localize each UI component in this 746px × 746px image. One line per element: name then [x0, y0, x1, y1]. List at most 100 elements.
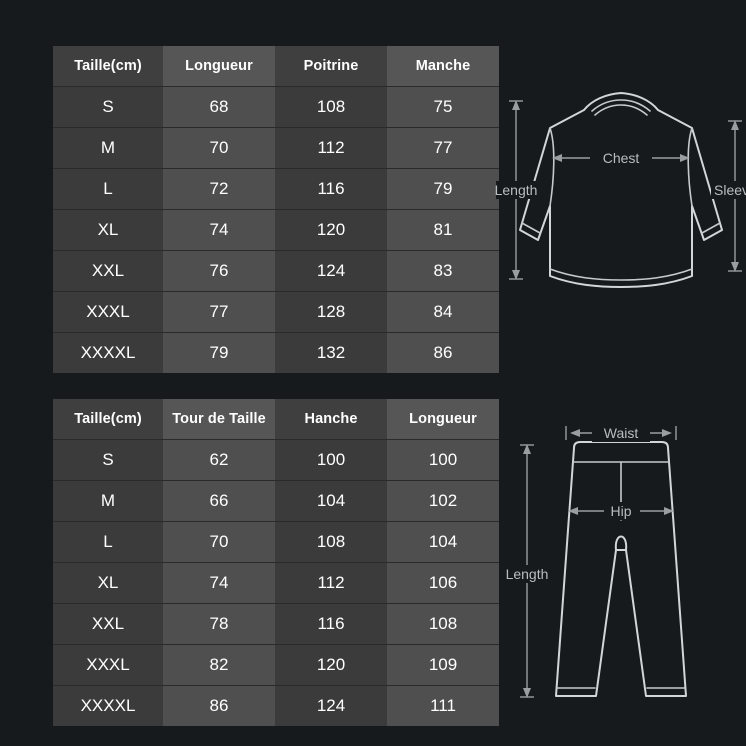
cell-size: XL [53, 209, 163, 251]
shirt-hem-band [549, 268, 693, 281]
cell-length: 68 [163, 86, 275, 128]
cell-sleeve: 77 [387, 127, 499, 169]
column-header-chest: Poitrine [275, 46, 387, 87]
cell-size: S [53, 439, 163, 481]
waist-label: Waist [604, 425, 639, 441]
cell-chest: 120 [275, 209, 387, 251]
column-header-size: Taille(cm) [53, 399, 163, 440]
shirt-body-outline [519, 92, 723, 288]
cell-sleeve: 86 [387, 332, 499, 373]
table-row: XXXL 77 128 84 [53, 291, 499, 333]
shirt-left-shoulder-seam [549, 127, 555, 207]
cell-size: XXXXL [53, 332, 163, 373]
chest-label: Chest [603, 150, 640, 166]
sleeve-dimension: Sleeve [711, 120, 746, 272]
table-row: M 66 104 102 [53, 480, 499, 522]
cell-chest: 132 [275, 332, 387, 373]
cell-size: XXXL [53, 291, 163, 333]
hip-label: Hip [610, 503, 631, 519]
cell-sleeve: 83 [387, 250, 499, 292]
table-row: XL 74 112 106 [53, 562, 499, 604]
table-header-row: Taille(cm) Longueur Poitrine Manche [53, 46, 499, 87]
cell-length: 72 [163, 168, 275, 210]
cell-size: XXL [53, 250, 163, 292]
cell-chest: 124 [275, 250, 387, 292]
shirt-collar-inner-icon [594, 104, 648, 116]
shirt-left-cuff [521, 222, 541, 234]
cell-sleeve: 75 [387, 86, 499, 128]
cell-hip: 100 [275, 439, 387, 481]
cell-waist: 82 [163, 644, 275, 686]
table-row: S 68 108 75 [53, 86, 499, 128]
shirt-size-table: Taille(cm) Longueur Poitrine Manche S 68… [53, 46, 499, 373]
cell-hip: 112 [275, 562, 387, 604]
cell-size: XXL [53, 603, 163, 645]
cell-length: 70 [163, 127, 275, 169]
table-row: XL 74 120 81 [53, 209, 499, 251]
table-row: XXL 76 124 83 [53, 250, 499, 292]
cell-chest: 112 [275, 127, 387, 169]
pants-length-dimension: Length [504, 444, 550, 698]
column-header-size: Taille(cm) [53, 46, 163, 87]
cell-size: M [53, 127, 163, 169]
waist-dimension: Waist [565, 424, 677, 442]
cell-size: XL [53, 562, 163, 604]
cell-waist: 66 [163, 480, 275, 522]
table-row: S 62 100 100 [53, 439, 499, 481]
cell-length: 111 [387, 685, 499, 726]
cell-length: 77 [163, 291, 275, 333]
table-row: XXXXL 86 124 111 [53, 685, 499, 726]
cell-size: XXXXL [53, 685, 163, 726]
table-row: XXXXL 79 132 86 [53, 332, 499, 373]
shirt-right-shoulder-seam [687, 127, 693, 207]
cell-sleeve: 81 [387, 209, 499, 251]
cell-hip: 104 [275, 480, 387, 522]
pants-size-table: Taille(cm) Tour de Taille Hanche Longueu… [53, 399, 499, 726]
pants-length-label: Length [506, 566, 549, 582]
table-row: L 72 116 79 [53, 168, 499, 210]
pants-crotch [614, 535, 628, 551]
cell-length: 104 [387, 521, 499, 563]
cell-size: S [53, 86, 163, 128]
cell-length: 100 [387, 439, 499, 481]
cell-hip: 124 [275, 685, 387, 726]
cell-length: 108 [387, 603, 499, 645]
cell-hip: 116 [275, 603, 387, 645]
pants-illustration: Waist Hip Length [504, 424, 687, 698]
cell-chest: 116 [275, 168, 387, 210]
cell-hip: 120 [275, 644, 387, 686]
cell-chest: 108 [275, 86, 387, 128]
table-header-row: Taille(cm) Tour de Taille Hanche Longueu… [53, 399, 499, 440]
table-row: L 70 108 104 [53, 521, 499, 563]
long-sleeve-shirt-illustration: Length Chest Sleeve [495, 92, 746, 288]
cell-waist: 86 [163, 685, 275, 726]
column-header-sleeve: Manche [387, 46, 499, 87]
column-header-length: Longueur [387, 399, 499, 440]
cell-waist: 62 [163, 439, 275, 481]
shirt-right-cuff [701, 222, 721, 234]
cell-waist: 74 [163, 562, 275, 604]
column-header-length: Longueur [163, 46, 275, 87]
cell-chest: 128 [275, 291, 387, 333]
cell-length: 79 [163, 332, 275, 373]
cell-waist: 70 [163, 521, 275, 563]
column-header-waist: Tour de Taille [163, 399, 275, 440]
length-label: Length [495, 182, 538, 198]
length-dimension: Length [495, 100, 538, 280]
table-row: M 70 112 77 [53, 127, 499, 169]
cell-sleeve: 79 [387, 168, 499, 210]
cell-size: M [53, 480, 163, 522]
shirt-collar-icon [591, 99, 651, 112]
cell-waist: 78 [163, 603, 275, 645]
cell-size: L [53, 521, 163, 563]
hip-dimension: Hip [568, 502, 674, 520]
table-row: XXXL 82 120 109 [53, 644, 499, 686]
cell-length: 109 [387, 644, 499, 686]
sleeve-label: Sleeve [714, 182, 746, 198]
cell-length: 76 [163, 250, 275, 292]
cell-size: L [53, 168, 163, 210]
cell-length: 74 [163, 209, 275, 251]
column-header-hip: Hanche [275, 399, 387, 440]
cell-hip: 108 [275, 521, 387, 563]
cell-length: 102 [387, 480, 499, 522]
